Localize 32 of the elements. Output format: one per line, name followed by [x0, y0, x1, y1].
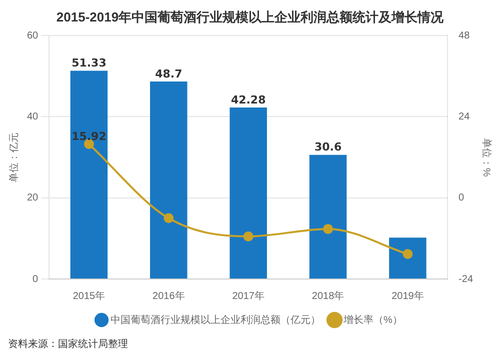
bar	[150, 81, 188, 278]
x-tick-label: 2016年	[152, 290, 185, 302]
y2-tick-label: 24	[458, 111, 470, 122]
y-tick-label: 40	[27, 111, 39, 122]
data-label: 30.6	[314, 140, 342, 154]
bar	[230, 107, 267, 278]
x-tick-label: 2019年	[392, 290, 424, 302]
legend-label: 增长率（%）	[342, 314, 402, 326]
bar	[309, 154, 347, 278]
text: 资料来源：国家统计局整理	[7, 338, 129, 352]
y2-tick-label: -24	[458, 274, 474, 285]
point	[243, 231, 254, 242]
chart-title: 2015-2019年中国葡萄酒行业规模以上企业利润总额统计及增长情况	[56, 9, 445, 24]
bar	[70, 70, 108, 278]
point	[323, 224, 334, 234]
data-label: 15.92	[72, 130, 106, 143]
x-tick-label: 2017年	[232, 290, 264, 302]
y2-tick-label: 48	[458, 30, 470, 42]
bar	[389, 238, 426, 278]
x-tick-label: 2015年	[72, 290, 106, 302]
y2-axis-title: 单位：%	[480, 138, 492, 177]
data-label: 48.7	[155, 67, 182, 80]
y-axis-title: 单位：亿元	[8, 132, 20, 182]
y-tick-label: 60	[27, 30, 39, 42]
y-tick-label: 20	[27, 192, 39, 204]
data-label: 42.28	[230, 93, 266, 106]
legend-label: 中国葡萄酒行业规模以上企业利润总额（亿元）	[110, 314, 321, 326]
data-label: 51.33	[72, 56, 106, 70]
point	[164, 213, 174, 224]
y2-tick-label: 0	[458, 192, 465, 204]
x-tick-label: 2018年	[312, 290, 344, 302]
y-tick-label: 0	[32, 274, 39, 285]
